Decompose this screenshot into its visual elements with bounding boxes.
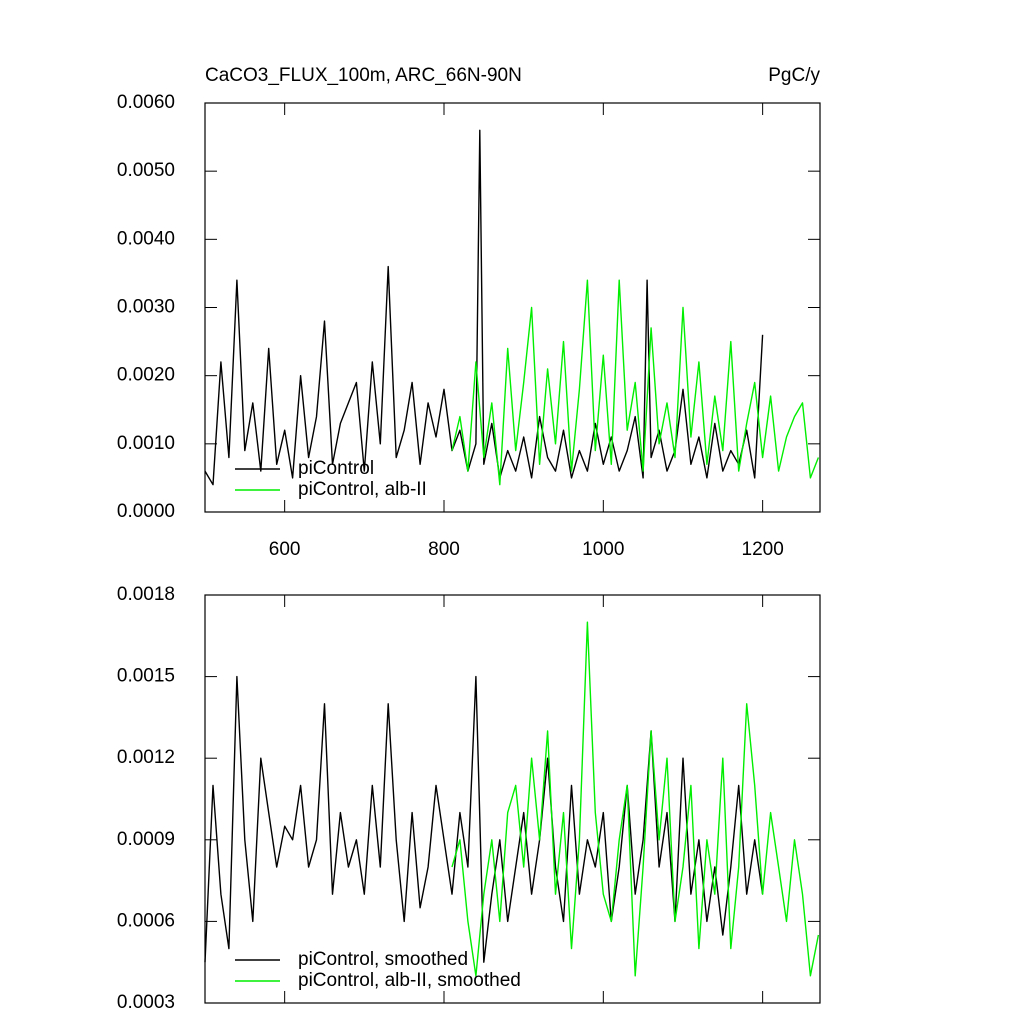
- data-line: [204, 675, 764, 963]
- y-tick-label: 0.0003: [117, 992, 175, 1013]
- legend-label: piControl, alb-II, smoothed: [298, 970, 521, 991]
- plot-frame: [204, 594, 821, 1004]
- y-tick-label: 0.0030: [117, 297, 175, 318]
- y-tick-label: 0.0018: [117, 584, 175, 605]
- y-tick-label: 0.0015: [117, 666, 175, 687]
- legend-label: piControl, smoothed: [298, 949, 468, 970]
- chart-title: CaCO3_FLUX_100m, ARC_66N-90N: [205, 65, 522, 86]
- y-tick-label: 0.0020: [117, 365, 175, 386]
- y-tick-label: 0.0050: [117, 160, 175, 181]
- data-line: [204, 129, 764, 486]
- y-tick-label: 0.0010: [117, 433, 175, 454]
- y-tick-label: 0.0040: [117, 228, 175, 249]
- legend-label: piControl: [298, 458, 374, 479]
- x-tick-label: 600: [269, 539, 301, 560]
- x-tick-label: 1000: [582, 539, 624, 560]
- plot-frame: [204, 102, 821, 513]
- data-line: [451, 621, 820, 977]
- unit-label: PgC/y: [768, 65, 820, 86]
- x-tick-label: 1200: [742, 539, 784, 560]
- data-line: [451, 279, 820, 486]
- legend-label: piControl, alb-II: [298, 479, 427, 500]
- y-tick-label: 0.0060: [117, 92, 175, 113]
- y-tick-label: 0.0009: [117, 829, 175, 850]
- y-tick-label: 0.0006: [117, 910, 175, 931]
- y-tick-label: 0.0012: [117, 747, 175, 768]
- x-tick-label: 800: [428, 539, 460, 560]
- y-tick-label: 0.0000: [117, 501, 175, 522]
